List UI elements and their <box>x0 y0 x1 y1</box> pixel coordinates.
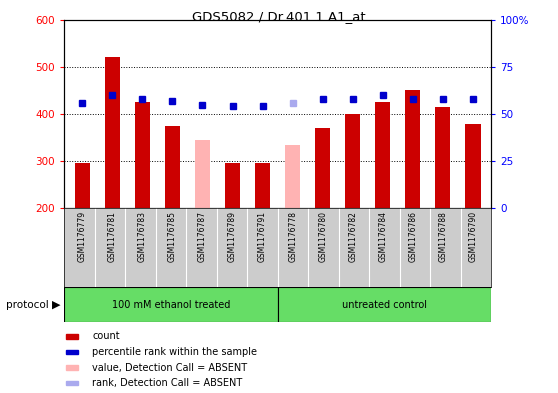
Text: 100 mM ethanol treated: 100 mM ethanol treated <box>112 299 230 310</box>
Bar <box>255 163 270 208</box>
Text: GSM1176788: GSM1176788 <box>439 211 448 261</box>
Bar <box>225 163 240 208</box>
Bar <box>277 287 491 322</box>
Bar <box>376 102 391 208</box>
Text: GSM1176785: GSM1176785 <box>168 211 177 262</box>
Text: GSM1176789: GSM1176789 <box>228 211 237 262</box>
Text: value, Detection Call = ABSENT: value, Detection Call = ABSENT <box>93 362 248 373</box>
Bar <box>315 128 330 208</box>
Bar <box>405 90 420 208</box>
Bar <box>75 163 90 208</box>
Text: GSM1176786: GSM1176786 <box>408 211 417 262</box>
Bar <box>66 334 78 338</box>
Bar <box>66 350 78 354</box>
Text: GSM1176781: GSM1176781 <box>108 211 117 261</box>
Text: GSM1176778: GSM1176778 <box>288 211 297 262</box>
Text: untreated control: untreated control <box>342 299 427 310</box>
Bar <box>435 107 450 208</box>
Text: GSM1176790: GSM1176790 <box>469 211 478 262</box>
Text: protocol: protocol <box>6 299 49 310</box>
Text: GSM1176779: GSM1176779 <box>78 211 86 262</box>
Bar <box>66 381 78 385</box>
Bar <box>135 102 150 208</box>
Bar <box>345 114 360 208</box>
Bar <box>105 57 120 208</box>
Text: GSM1176787: GSM1176787 <box>198 211 207 262</box>
Bar <box>285 145 300 208</box>
Text: GSM1176780: GSM1176780 <box>318 211 327 262</box>
Bar <box>66 365 78 370</box>
Text: GSM1176783: GSM1176783 <box>138 211 147 262</box>
Text: GSM1176782: GSM1176782 <box>348 211 357 261</box>
Text: GDS5082 / Dr.401.1.A1_at: GDS5082 / Dr.401.1.A1_at <box>192 10 366 23</box>
Text: count: count <box>93 331 120 342</box>
Bar <box>165 126 180 208</box>
Bar <box>64 287 277 322</box>
Text: GSM1176784: GSM1176784 <box>378 211 387 262</box>
Text: GSM1176791: GSM1176791 <box>258 211 267 262</box>
Bar <box>465 124 480 208</box>
Text: rank, Detection Call = ABSENT: rank, Detection Call = ABSENT <box>93 378 243 388</box>
Text: ▶: ▶ <box>52 299 60 310</box>
Bar <box>195 140 210 208</box>
Text: percentile rank within the sample: percentile rank within the sample <box>93 347 257 357</box>
